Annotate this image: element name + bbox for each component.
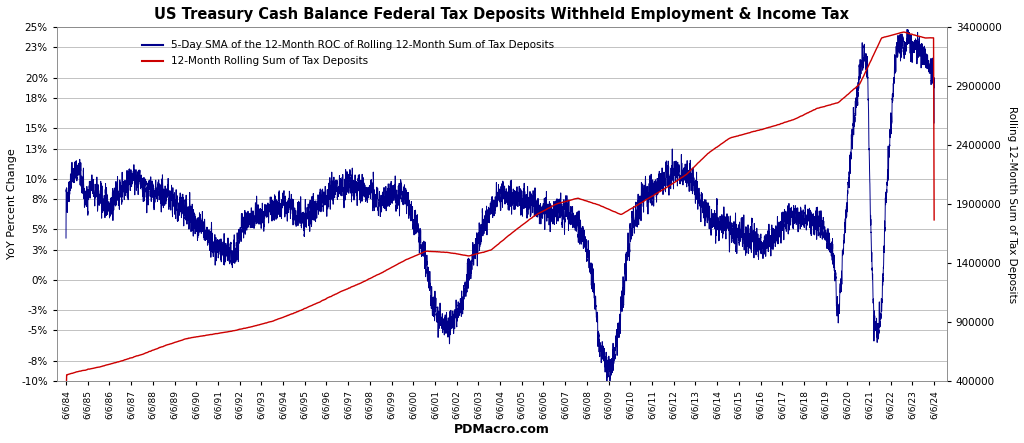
Y-axis label: YoY Percent Change: YoY Percent Change [7, 149, 17, 260]
Title: US Treasury Cash Balance Federal Tax Deposits Withheld Employment & Income Tax: US Treasury Cash Balance Federal Tax Dep… [155, 7, 849, 22]
Legend: 5-Day SMA of the 12-Month ROC of Rolling 12-Month Sum of Tax Deposits, 12-Month : 5-Day SMA of the 12-Month ROC of Rolling… [138, 36, 558, 70]
X-axis label: PDMacro.com: PDMacro.com [454, 423, 550, 436]
Y-axis label: Rolling 12-Month Sum of Tax Deposits: Rolling 12-Month Sum of Tax Deposits [1007, 105, 1017, 303]
